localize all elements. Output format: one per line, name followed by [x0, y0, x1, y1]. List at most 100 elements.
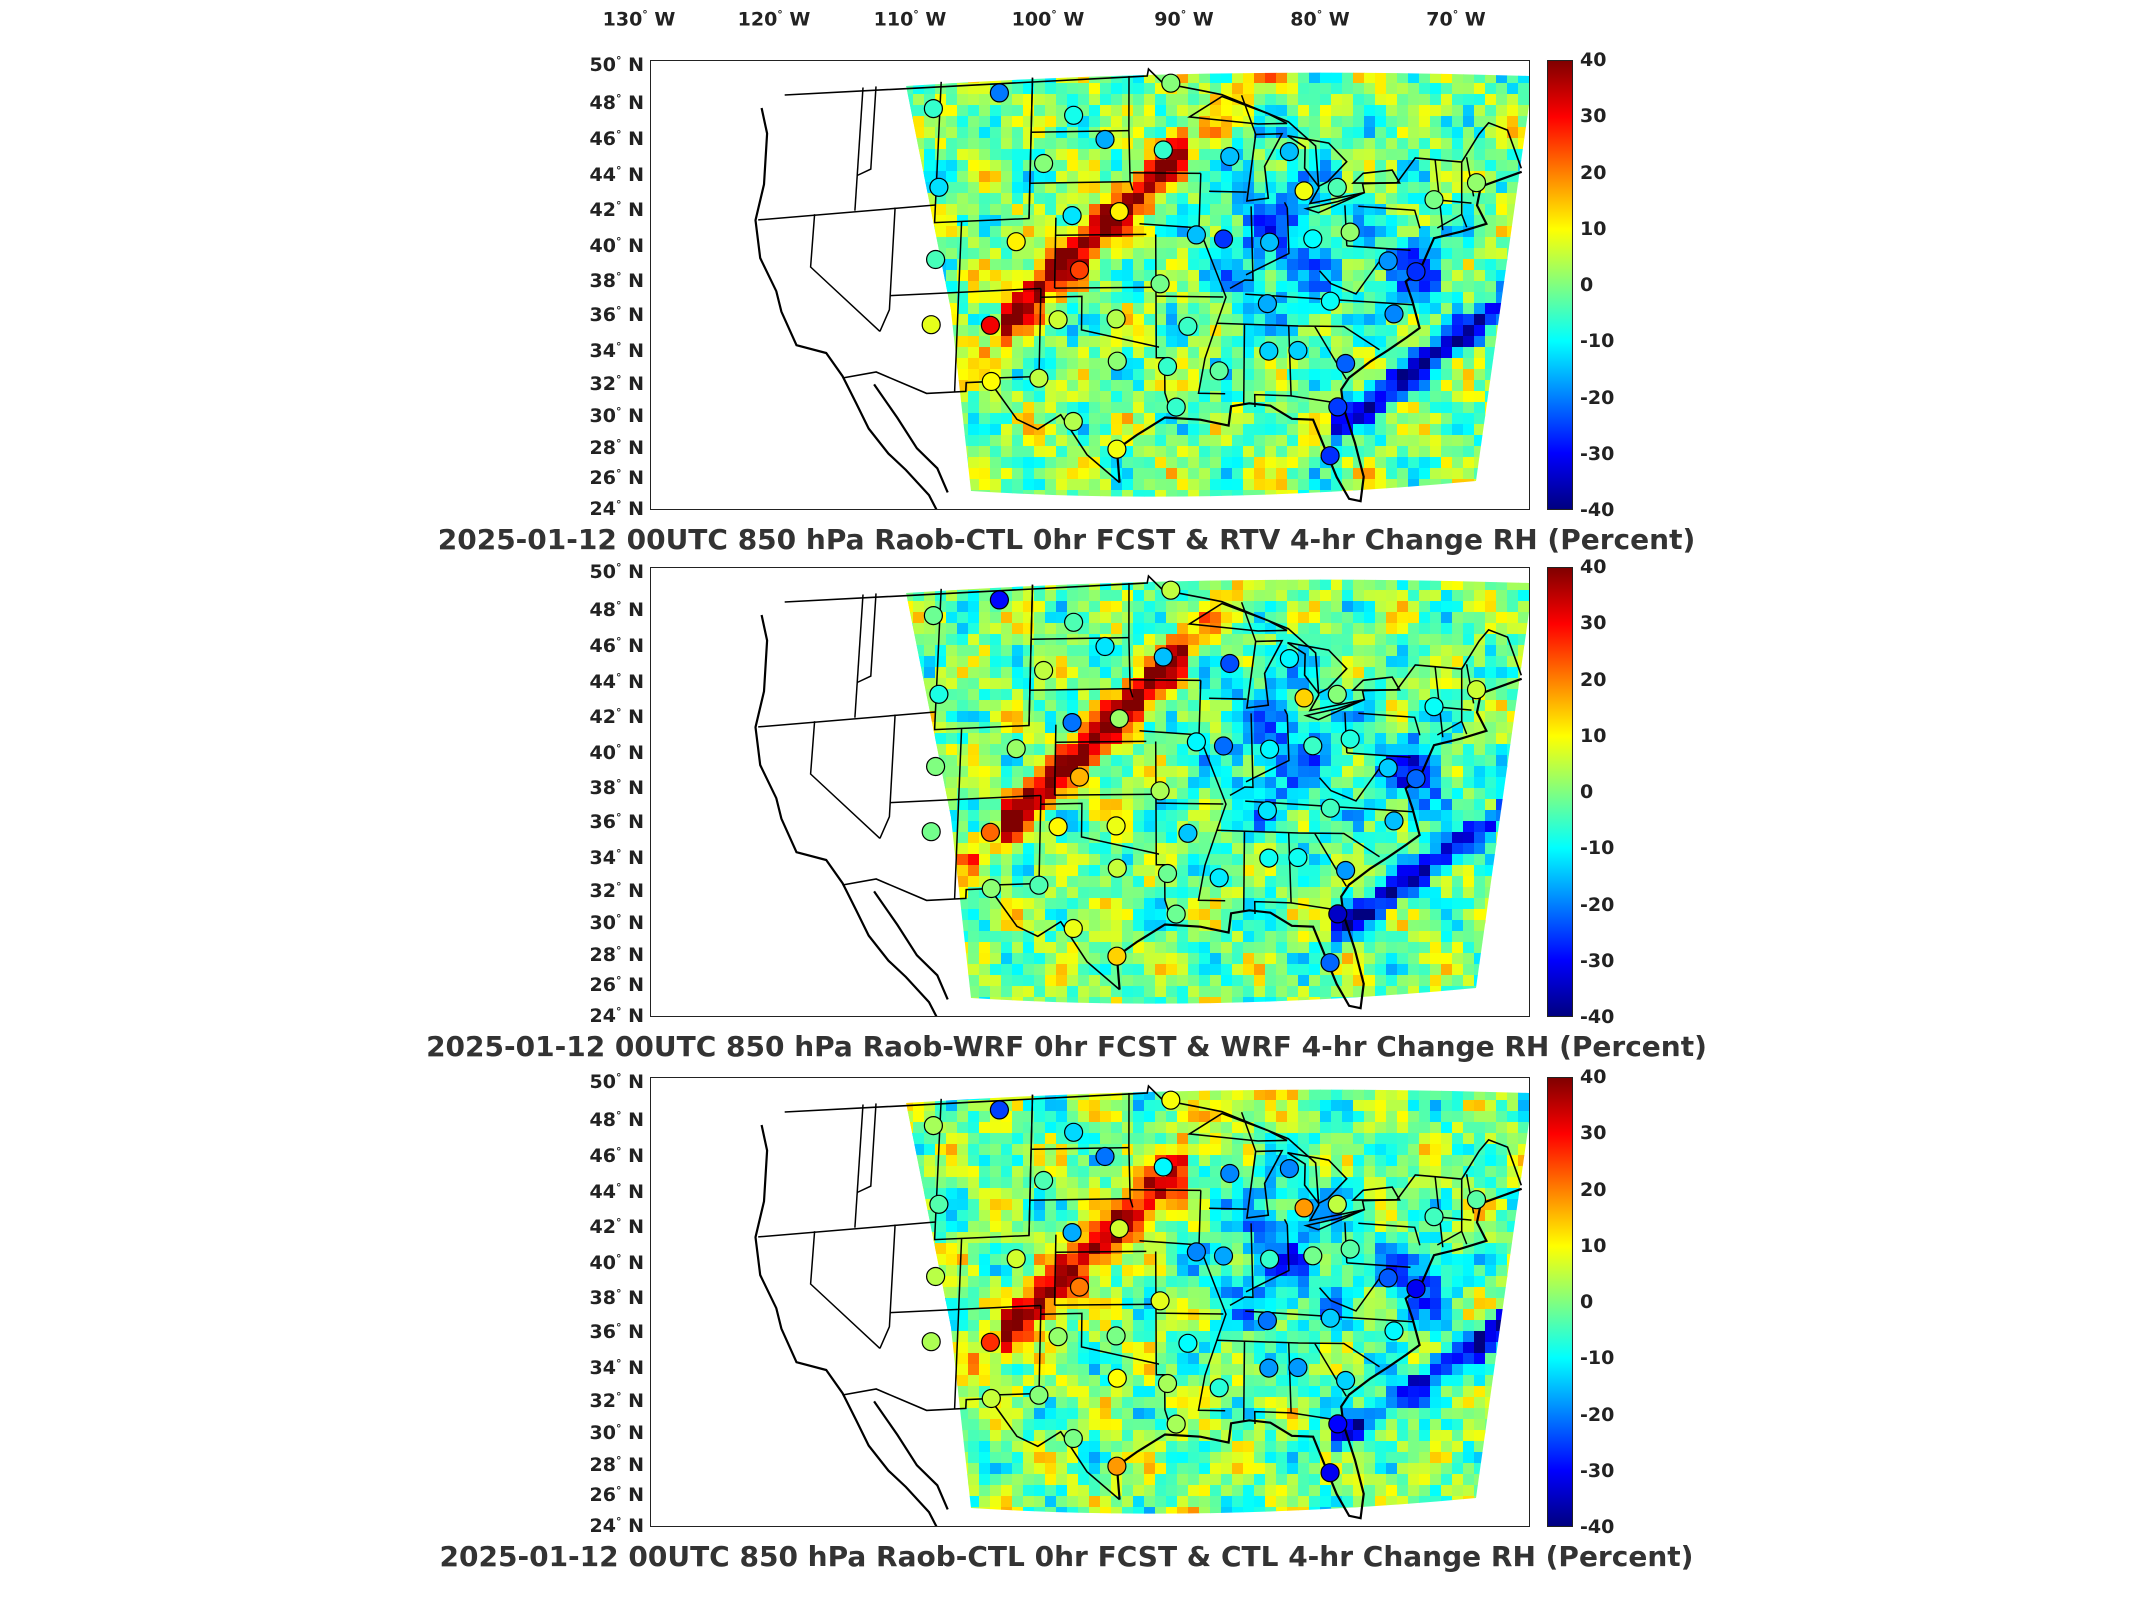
colorbar-tick-label: -40 — [1580, 499, 1615, 521]
latitude-label: 38° N — [589, 776, 644, 800]
state-border — [1240, 1112, 1257, 1152]
raob-stations — [921, 580, 1487, 973]
longitude-degree: 100 — [1011, 8, 1052, 31]
state-border — [1240, 95, 1257, 135]
state-border — [1029, 180, 1131, 185]
raob-station-marker — [929, 684, 949, 704]
latitude-label: 44° N — [589, 670, 644, 694]
raob-station-marker — [1320, 291, 1341, 311]
state-border — [1139, 730, 1200, 736]
latitude-degree: 24 — [589, 1005, 616, 1028]
raob-station-marker — [929, 1194, 949, 1214]
raob-station-marker — [1150, 781, 1170, 801]
colorbar-tick-label: 40 — [1580, 556, 1607, 578]
latitude-hemisphere: N — [621, 599, 644, 622]
raob-station-marker — [1107, 351, 1127, 371]
latitude-label: 38° N — [589, 1286, 644, 1310]
longitude-hemisphere: W — [1056, 8, 1085, 31]
raob-station-marker — [1327, 684, 1347, 705]
latitude-label: 30° N — [589, 1421, 644, 1445]
latitude-label: 40° N — [589, 234, 644, 258]
latitude-hemisphere: N — [621, 437, 644, 460]
latitude-degree: 26 — [589, 974, 616, 997]
longitude-label: 120° W — [737, 8, 811, 31]
west-coast — [754, 614, 938, 1016]
colorbar-tick-label: 20 — [1580, 1178, 1607, 1201]
colorbar-tick-label: 10 — [1580, 217, 1607, 240]
latitude-hemisphere: N — [621, 373, 644, 396]
state-border — [1253, 325, 1292, 408]
raob-station-marker — [926, 249, 946, 270]
raob-station-marker — [1166, 397, 1186, 417]
raob-station-marker — [1006, 232, 1026, 252]
latitude-label: 26° N — [589, 466, 644, 490]
colorbar-tick-label: 0 — [1580, 781, 1594, 803]
state-border — [1440, 199, 1472, 204]
latitude-label: 24° N — [589, 1004, 644, 1028]
latitude-degree: 38 — [589, 1287, 616, 1310]
colorbar-tick-label: 20 — [1580, 668, 1607, 691]
state-border — [1216, 829, 1380, 858]
state-border — [856, 593, 877, 684]
state-border — [1155, 1312, 1224, 1315]
panel-title: 2025-01-12 00UTC 850 hPa Raob-WRF 0hr FC… — [426, 1030, 1707, 1063]
raob-station-marker — [1384, 304, 1404, 324]
latitude-degree: 24 — [589, 1515, 616, 1538]
raob-station-marker — [1161, 1090, 1181, 1110]
latitude-hemisphere: N — [621, 742, 644, 765]
raob-station-marker — [1157, 356, 1178, 377]
longitude-label: 70° W — [1426, 8, 1486, 31]
latitude-label: 42° N — [589, 1215, 644, 1239]
raob-station-marker — [1257, 1311, 1278, 1331]
raob-station-marker — [1303, 736, 1323, 756]
latitude-degree: 30 — [589, 1422, 616, 1445]
latitude-hemisphere: N — [621, 1454, 644, 1477]
raob-station-marker — [1069, 260, 1090, 280]
great-lake — [1187, 602, 1288, 632]
latitude-label: 24° N — [589, 1514, 644, 1538]
latitude-degree: 24 — [589, 498, 616, 521]
latitude-label: 36° N — [589, 810, 644, 834]
latitude-hemisphere: N — [621, 1109, 644, 1132]
raob-station-marker — [1424, 1207, 1444, 1227]
state-border — [1130, 679, 1201, 682]
raob-station-marker — [1006, 739, 1026, 759]
latitude-degree: 42 — [589, 199, 616, 222]
raob-station-marker — [1259, 1249, 1280, 1269]
latitude-hemisphere: N — [621, 270, 644, 293]
latitude-hemisphere: N — [621, 1181, 644, 1204]
state-border — [1242, 1340, 1246, 1422]
state-border — [1436, 213, 1463, 229]
latitude-hemisphere: N — [621, 847, 644, 870]
raob-station-marker — [1406, 1279, 1426, 1299]
latitude-hemisphere: N — [621, 405, 644, 428]
raob-station-marker — [1095, 129, 1115, 150]
state-border — [879, 714, 896, 839]
state-border — [854, 594, 864, 718]
raob-station-marker — [1406, 262, 1426, 282]
state-border — [1245, 714, 1290, 783]
raob-station-marker — [1328, 1414, 1348, 1434]
raob-station-marker — [1048, 310, 1068, 330]
latitude-label: 30° N — [589, 404, 644, 428]
latitude-degree: 40 — [589, 742, 616, 765]
raob-station-marker — [1378, 758, 1398, 778]
latitude-hemisphere: N — [621, 54, 644, 77]
raob-station-marker — [1320, 446, 1340, 466]
raob-station-marker — [1106, 309, 1126, 329]
raob-station-marker — [1209, 1378, 1229, 1398]
latitude-label: 46° N — [589, 1144, 644, 1168]
state-border — [1054, 793, 1157, 796]
latitude-degree: 28 — [589, 437, 616, 460]
state-border — [1209, 697, 1247, 700]
west-coast — [754, 1124, 938, 1526]
state-border — [1346, 752, 1411, 759]
colorbar-tick-label: -20 — [1580, 1403, 1615, 1426]
raob-station-marker — [1069, 1277, 1090, 1297]
latitude-hemisphere: N — [621, 1422, 644, 1445]
raob-station-marker — [1327, 177, 1347, 198]
raob-station-marker — [1384, 811, 1404, 831]
state-border — [1031, 129, 1129, 133]
gulf-of-california — [873, 1400, 949, 1510]
panel-title: 2025-01-12 00UTC 850 hPa Raob-CTL 0hr FC… — [437, 523, 1696, 556]
